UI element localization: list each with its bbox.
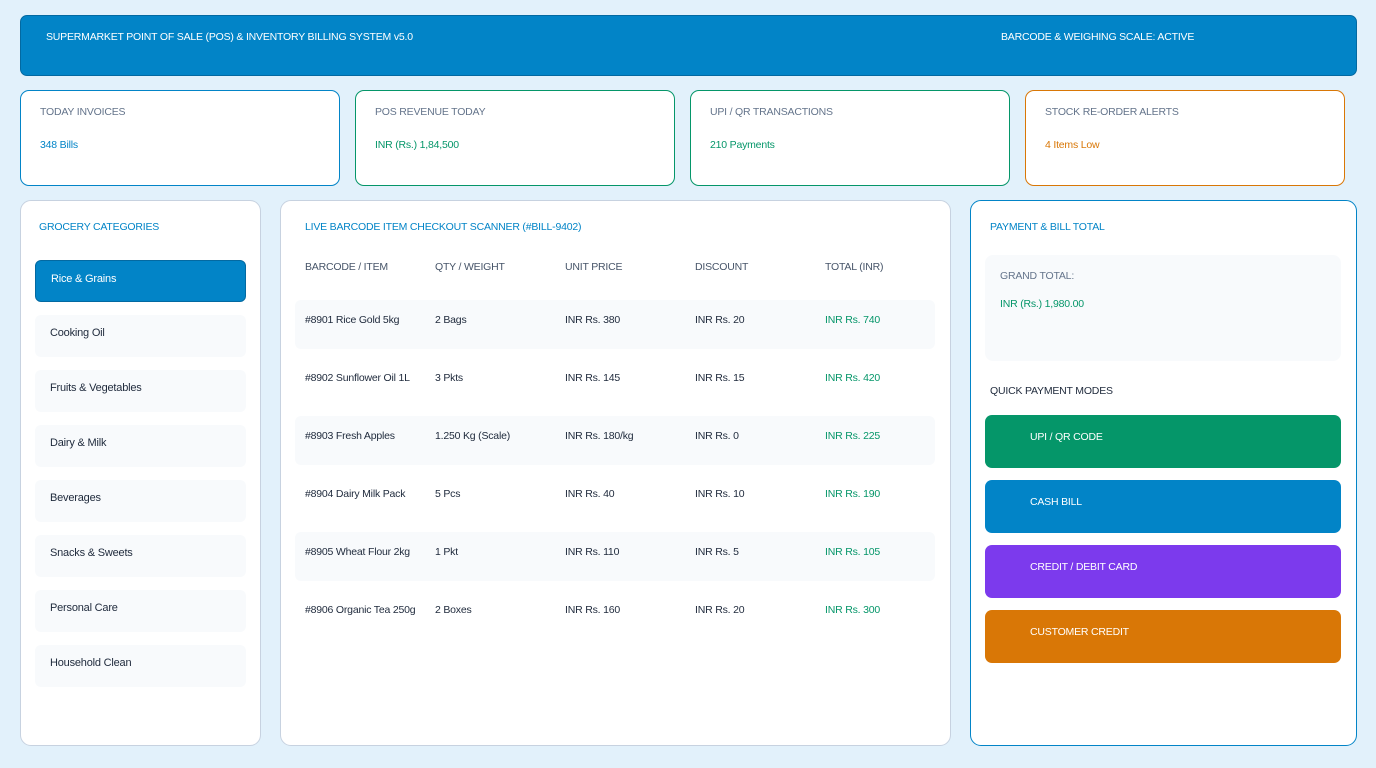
stat-value: 210 Payments [710,139,775,151]
cell-unit-price: INR Rs. 180/kg [565,430,634,442]
stat-value: INR (Rs.) 1,84,500 [375,139,459,151]
cell-discount: INR Rs. 20 [695,314,745,326]
upi-qr-payment-button[interactable]: UPI / QR CODE [985,415,1341,468]
cell-discount: INR Rs. 10 [695,488,745,500]
cell-qty: 1 Pkt [435,546,458,558]
cell-qty: 3 Pkts [435,372,463,384]
cell-item: #8905 Wheat Flour 2kg [305,546,410,558]
stat-label: TODAY INVOICES [40,106,126,118]
category-beverages[interactable]: Beverages [35,480,246,522]
scanner-title: LIVE BARCODE ITEM CHECKOUT SCANNER (#BIL… [305,221,582,233]
stat-label: UPI / QR TRANSACTIONS [710,106,833,118]
cell-qty: 2 Bags [435,314,467,326]
category-snacks-sweets[interactable]: Snacks & Sweets [35,535,246,577]
cell-total: INR Rs. 190 [825,488,880,500]
app-header: SUPERMARKET POINT OF SALE (POS) & INVENT… [20,15,1357,76]
payment-title: PAYMENT & BILL TOTAL [990,221,1105,233]
column-header-discount: DISCOUNT [695,261,749,273]
cell-item: #8902 Sunflower Oil 1L [305,372,410,384]
cell-qty: 5 Pcs [435,488,461,500]
category-household-clean[interactable]: Household Clean [35,645,246,687]
table-row[interactable]: #8903 Fresh Apples 1.250 Kg (Scale) INR … [295,416,935,465]
cell-item: #8904 Dairy Milk Pack [305,488,406,500]
cell-unit-price: INR Rs. 110 [565,546,620,558]
table-row[interactable]: #8906 Organic Tea 250g 2 Boxes INR Rs. 1… [295,590,935,639]
stat-card-reorder-alerts: STOCK RE-ORDER ALERTS 4 Items Low [1025,90,1345,186]
category-cooking-oil[interactable]: Cooking Oil [35,315,246,357]
cell-item: #8901 Rice Gold 5kg [305,314,400,326]
cell-total: INR Rs. 105 [825,546,880,558]
card-payment-button[interactable]: CREDIT / DEBIT CARD [985,545,1341,598]
payment-panel: PAYMENT & BILL TOTAL GRAND TOTAL: INR (R… [970,200,1357,746]
cell-discount: INR Rs. 15 [695,372,745,384]
cell-discount: INR Rs. 5 [695,546,739,558]
scanner-status: BARCODE & WEIGHING SCALE: ACTIVE [1001,31,1195,43]
cell-unit-price: INR Rs. 145 [565,372,620,384]
cell-discount: INR Rs. 20 [695,604,745,616]
cell-qty: 2 Boxes [435,604,472,616]
table-row[interactable]: #8904 Dairy Milk Pack 5 Pcs INR Rs. 40 I… [295,474,935,523]
grand-total-box: GRAND TOTAL: INR (Rs.) 1,980.00 [985,255,1341,361]
cell-total: INR Rs. 420 [825,372,880,384]
category-rice-grains[interactable]: Rice & Grains [35,260,246,302]
cell-unit-price: INR Rs. 40 [565,488,615,500]
categories-title: GROCERY CATEGORIES [39,221,160,233]
quick-payment-label: QUICK PAYMENT MODES [990,385,1113,397]
column-header-unit-price: UNIT PRICE [565,261,623,273]
cell-item: #8906 Organic Tea 250g [305,604,416,616]
app-title: SUPERMARKET POINT OF SALE (POS) & INVENT… [46,31,413,43]
category-personal-care[interactable]: Personal Care [35,590,246,632]
category-dairy-milk[interactable]: Dairy & Milk [35,425,246,467]
category-fruits-vegetables[interactable]: Fruits & Vegetables [35,370,246,412]
stat-card-revenue: POS REVENUE TODAY INR (Rs.) 1,84,500 [355,90,675,186]
table-row[interactable]: #8901 Rice Gold 5kg 2 Bags INR Rs. 380 I… [295,300,935,349]
checkout-scanner-panel: LIVE BARCODE ITEM CHECKOUT SCANNER (#BIL… [280,200,951,746]
stat-card-upi: UPI / QR TRANSACTIONS 210 Payments [690,90,1010,186]
column-header-item: BARCODE / ITEM [305,261,388,273]
stat-label: STOCK RE-ORDER ALERTS [1045,106,1179,118]
cell-total: INR Rs. 225 [825,430,880,442]
grand-total-label: GRAND TOTAL: [1000,270,1075,282]
cell-qty: 1.250 Kg (Scale) [435,430,511,442]
cell-total: INR Rs. 300 [825,604,880,616]
stat-card-invoices: TODAY INVOICES 348 Bills [20,90,340,186]
stat-value: 348 Bills [40,139,78,151]
cash-bill-button[interactable]: CASH BILL [985,480,1341,533]
grand-total-value: INR (Rs.) 1,980.00 [1000,298,1084,310]
cell-unit-price: INR Rs. 380 [565,314,620,326]
table-row[interactable]: #8902 Sunflower Oil 1L 3 Pkts INR Rs. 14… [295,358,935,407]
cell-total: INR Rs. 740 [825,314,880,326]
cell-discount: INR Rs. 0 [695,430,739,442]
cell-item: #8903 Fresh Apples [305,430,395,442]
customer-credit-button[interactable]: CUSTOMER CREDIT [985,610,1341,663]
categories-panel: GROCERY CATEGORIES Rice & Grains Cooking… [20,200,261,746]
stat-label: POS REVENUE TODAY [375,106,486,118]
column-header-qty: QTY / WEIGHT [435,261,505,273]
column-header-total: TOTAL (INR) [825,261,884,273]
table-row[interactable]: #8905 Wheat Flour 2kg 1 Pkt INR Rs. 110 … [295,532,935,581]
stat-value: 4 Items Low [1045,139,1100,151]
cell-unit-price: INR Rs. 160 [565,604,620,616]
